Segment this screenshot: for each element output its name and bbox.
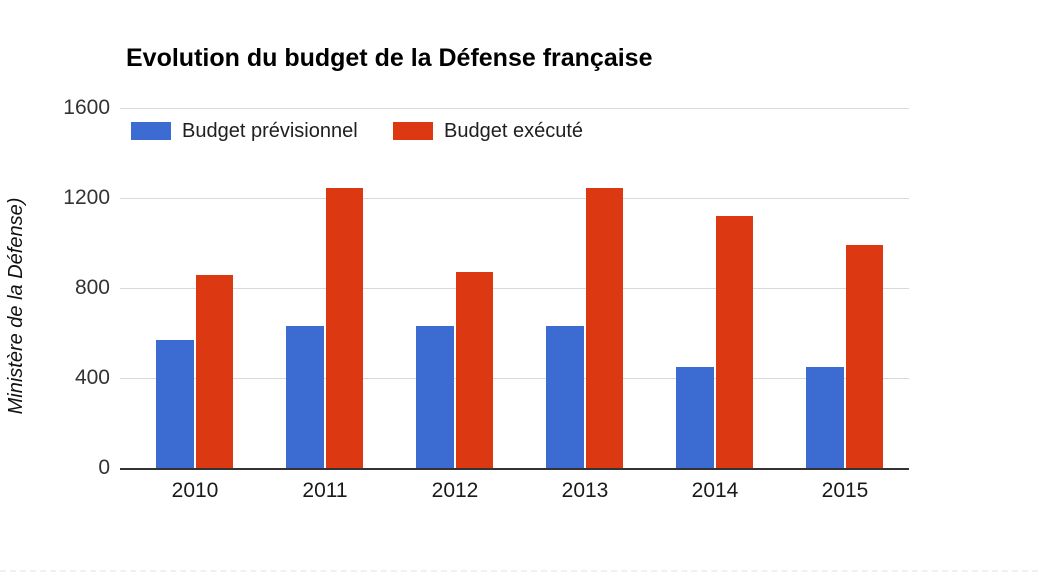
bar-execute-2013 xyxy=(586,187,623,468)
bar-execute-2014 xyxy=(716,216,753,468)
y-tick-label-400: 400 xyxy=(74,366,110,389)
legend-label-budget-previsionnel: Budget prévisionnel xyxy=(182,119,358,142)
bottom-dashed-line xyxy=(0,570,1038,572)
legend-item-budget-previsionnel: Budget prévisionnel xyxy=(131,119,358,142)
gridline-1200 xyxy=(120,198,909,199)
bar-execute-2015 xyxy=(846,245,883,468)
bar-previsionnel-2010 xyxy=(156,339,194,468)
plot-area xyxy=(120,108,909,470)
bar-previsionnel-2011 xyxy=(286,326,324,468)
y-tick-label-1600: 1600 xyxy=(63,96,110,119)
legend-item-budget-execute: Budget exécuté xyxy=(393,119,583,142)
gridline-800 xyxy=(120,288,909,289)
bar-previsionnel-2013 xyxy=(546,326,584,468)
x-axis-label-2013: 2013 xyxy=(561,479,609,502)
gridline-1600 xyxy=(120,108,909,109)
x-axis-label-2014: 2014 xyxy=(691,479,739,502)
bar-execute-2011 xyxy=(326,187,363,468)
x-axis-label-2010: 2010 xyxy=(171,479,219,502)
gridline-400 xyxy=(120,378,909,379)
y-tick-label-0: 0 xyxy=(98,456,110,479)
bar-previsionnel-2012 xyxy=(416,326,454,468)
legend-label-budget-execute: Budget exécuté xyxy=(444,119,583,142)
legend-swatch-red xyxy=(393,122,433,140)
x-axis-label-2015: 2015 xyxy=(821,479,869,502)
y-tick-label-1200: 1200 xyxy=(63,186,110,209)
y-tick-label-800: 800 xyxy=(74,276,110,299)
bar-execute-2012 xyxy=(456,272,493,468)
bar-previsionnel-2014 xyxy=(676,366,714,468)
legend-swatch-blue xyxy=(131,122,171,140)
bar-execute-2010 xyxy=(196,274,233,468)
chart-title: Evolution du budget de la Défense frança… xyxy=(126,44,653,72)
x-axis-label-2011: 2011 xyxy=(302,479,348,502)
x-axis-label-2012: 2012 xyxy=(431,479,479,502)
bar-previsionnel-2015 xyxy=(806,366,844,468)
